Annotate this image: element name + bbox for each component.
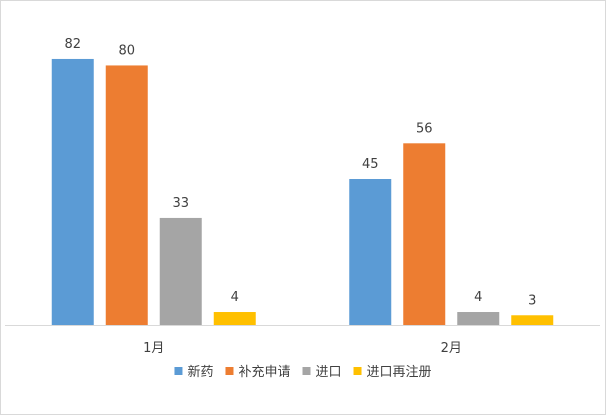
bar-4-1 — [213, 312, 256, 325]
legend: 新药 补充申请 进口 进口再注册 — [174, 364, 432, 380]
bar-3-2 — [457, 312, 500, 325]
legend-swatch-1 — [174, 367, 183, 375]
bar-3-1 — [159, 217, 202, 325]
bar-1-2 — [349, 179, 392, 325]
data-label-4-2: 3 — [528, 293, 536, 308]
bar-1-1 — [51, 58, 94, 325]
legend-label-3: 进口 — [316, 365, 342, 380]
legend-label-2: 补充申请 — [238, 364, 290, 380]
data-label-3-1: 33 — [172, 196, 189, 211]
legend-label-4: 进口再注册 — [367, 365, 432, 380]
data-label-2-2: 56 — [416, 121, 433, 136]
x-tick-labels: 1月 2月 — [143, 341, 462, 356]
legend-swatch-4 — [353, 367, 362, 375]
legend-swatch-3 — [302, 367, 311, 375]
bar-2-1 — [105, 65, 148, 325]
data-label-4-1: 4 — [231, 290, 239, 305]
bar-2-2 — [403, 143, 446, 325]
data-label-1-2: 45 — [362, 157, 379, 172]
x-tick-label: 2月 — [441, 341, 462, 356]
x-tick-label: 1月 — [143, 341, 164, 356]
legend-label-1: 新药 — [187, 364, 213, 380]
bar-4-2 — [511, 315, 554, 325]
bars-group — [51, 58, 554, 325]
data-label-1-1: 82 — [64, 37, 81, 52]
data-label-3-2: 4 — [474, 290, 482, 305]
data-label-2-1: 80 — [118, 43, 135, 58]
legend-swatch-2 — [225, 367, 234, 375]
data-labels-group: 82 80 33 4 45 56 4 3 — [64, 37, 536, 308]
